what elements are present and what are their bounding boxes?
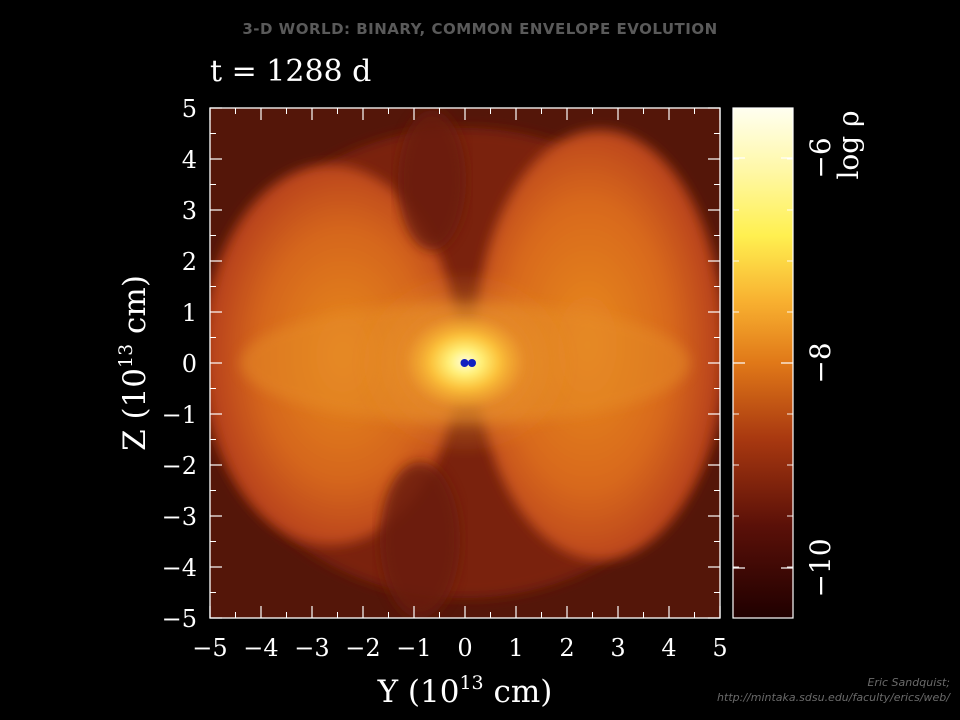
x-tick-label: 5 bbox=[712, 634, 727, 662]
x-tick-label: −5 bbox=[192, 634, 227, 662]
core-point-1 bbox=[460, 359, 469, 367]
x-tick-label: −2 bbox=[345, 634, 380, 662]
core-point-2 bbox=[468, 359, 476, 367]
colorbar-tick-label: −6 bbox=[804, 137, 837, 178]
y-tick-label: −2 bbox=[162, 452, 197, 480]
y-tick-label: 1 bbox=[182, 299, 197, 327]
colorbar-tick-label: −10 bbox=[804, 538, 837, 597]
density-map bbox=[210, 108, 720, 618]
x-tick-label: 4 bbox=[661, 634, 676, 662]
y-tick-label: 2 bbox=[182, 248, 197, 276]
x-tick-label: 0 bbox=[457, 634, 472, 662]
colorbar-label: log ρ bbox=[832, 110, 865, 179]
x-tick-label: 1 bbox=[508, 634, 523, 662]
x-tick-label: −4 bbox=[243, 634, 278, 662]
y-tick-label: 5 bbox=[182, 95, 197, 123]
y-tick-label: 0 bbox=[182, 350, 197, 378]
time-label: t = 1288 d bbox=[210, 54, 372, 89]
x-axis-ticks: −5 −4 −3 −2 −1 0 1 2 3 4 5 bbox=[192, 108, 728, 662]
y-tick-label: 4 bbox=[182, 146, 197, 174]
y-axis-ticks: 5 4 3 2 1 0 −1 −2 −3 −4 −5 bbox=[162, 95, 720, 633]
y-tick-label: 3 bbox=[182, 197, 197, 225]
y-tick-label: −5 bbox=[162, 605, 197, 633]
x-axis-label: Y (1013 cm) bbox=[377, 672, 553, 710]
y-tick-label: −4 bbox=[162, 554, 197, 582]
credit-url: http://mintaka.sdsu.edu/faculty/erics/we… bbox=[717, 691, 950, 704]
y-tick-label: −1 bbox=[162, 401, 197, 429]
x-tick-label: 2 bbox=[559, 634, 574, 662]
y-tick-label: −3 bbox=[162, 503, 197, 531]
colorbar-tick-label: −8 bbox=[804, 342, 837, 383]
credit-name: Eric Sandquist; bbox=[867, 676, 950, 689]
x-tick-label: 3 bbox=[610, 634, 625, 662]
x-tick-label: −3 bbox=[294, 634, 329, 662]
colorbar-ticks: −6 −8 −10 bbox=[733, 107, 837, 619]
slide-title: 3-D WORLD: BINARY, COMMON ENVELOPE EVOLU… bbox=[242, 20, 718, 38]
y-axis-label: Z (1013 cm) bbox=[115, 275, 153, 451]
x-tick-label: −1 bbox=[396, 634, 431, 662]
credit: Eric Sandquist; http://mintaka.sdsu.edu/… bbox=[717, 675, 950, 705]
